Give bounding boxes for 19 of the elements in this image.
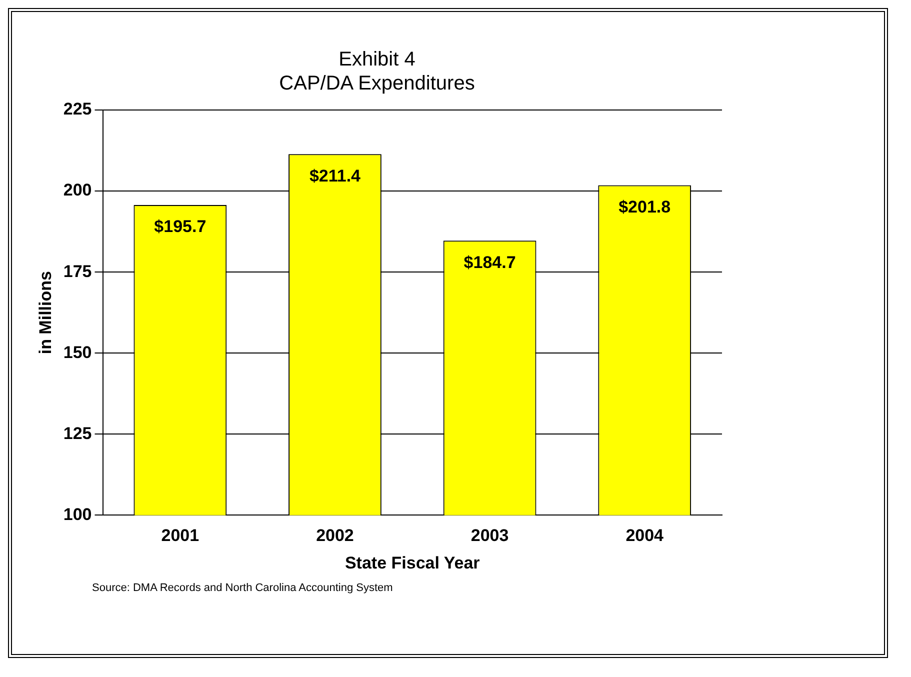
y-tick-label: 150 (63, 342, 92, 362)
x-tick-label: 2001 (161, 526, 200, 546)
y-tick-label: 175 (63, 262, 92, 281)
data-label: $195.7 (154, 217, 206, 236)
chart-title: Exhibit 4 (338, 48, 416, 71)
data-label: $184.7 (464, 252, 516, 272)
x-tick-label: 2004 (626, 526, 664, 546)
data-label: $211.4 (309, 166, 362, 186)
y-tick-label: 125 (63, 424, 92, 443)
data-label: $201.8 (618, 197, 671, 216)
x-tick-label: 2003 (470, 526, 509, 546)
y-tick-label: 225 (63, 100, 92, 119)
x-tick-label: 2002 (316, 526, 354, 546)
y-axis-title: in Millions (36, 271, 55, 354)
y-tick-label: 100 (63, 504, 92, 524)
source-note: Source: DMA Records and North Carolina Accounting System (92, 582, 394, 594)
chart-subtitle: CAP/DA Expenditures (279, 72, 475, 95)
x-axis-title: State Fiscal Year (344, 553, 480, 572)
y-tick-label: 200 (63, 180, 92, 200)
